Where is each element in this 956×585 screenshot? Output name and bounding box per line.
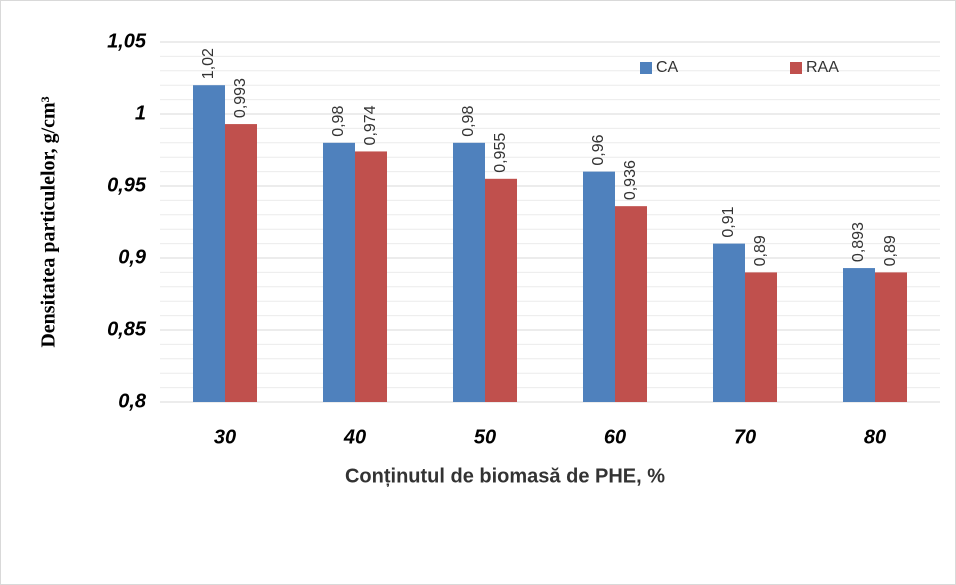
- y-tick-label: 0,8: [118, 390, 147, 412]
- legend-swatch: [640, 62, 652, 74]
- data-label: 0,974: [362, 105, 379, 145]
- bar: [323, 142, 355, 403]
- data-label: 1,02: [200, 48, 217, 79]
- bar: [225, 124, 257, 402]
- data-label: 0,98: [460, 106, 477, 137]
- data-label: 0,89: [882, 235, 899, 266]
- data-label: 0,89: [752, 235, 769, 266]
- legend-label: CA: [656, 59, 679, 76]
- data-label: 0,893: [850, 222, 867, 262]
- data-label: 0,936: [622, 160, 639, 200]
- bar: [453, 142, 485, 403]
- y-tick-label: 1,05: [107, 30, 147, 52]
- data-label: 0,955: [492, 133, 509, 173]
- data-label: 0,993: [232, 78, 249, 118]
- x-tick-label: 30: [214, 426, 236, 448]
- data-label: 0,96: [590, 134, 607, 165]
- x-axis-label: Conținutul de biomasă de PHE, %: [345, 465, 665, 487]
- y-tick-label: 0,9: [118, 246, 147, 268]
- x-tick-label: 70: [734, 426, 756, 448]
- bar: [843, 268, 875, 402]
- bar: [875, 272, 907, 402]
- y-tick-label: 1: [135, 102, 146, 124]
- x-tick-label: 50: [474, 426, 496, 448]
- x-tick-label: 40: [343, 426, 366, 448]
- bar: [193, 85, 225, 402]
- legend-label: RAA: [806, 59, 839, 76]
- y-tick-label: 0,95: [107, 174, 147, 196]
- x-tick-label: 80: [864, 426, 886, 448]
- bar: [485, 178, 517, 402]
- data-label: 0,98: [330, 106, 347, 137]
- bar: [713, 243, 745, 402]
- bar: [583, 171, 615, 402]
- y-tick-label: 0,85: [107, 318, 147, 340]
- bar: [615, 206, 647, 402]
- bar: [745, 272, 777, 402]
- y-axis-label: Densitatea particulelor, g/cm³: [38, 96, 60, 347]
- data-label: 0,91: [720, 206, 737, 237]
- bar: [355, 151, 387, 402]
- x-tick-label: 60: [604, 426, 626, 448]
- legend-swatch: [790, 62, 802, 74]
